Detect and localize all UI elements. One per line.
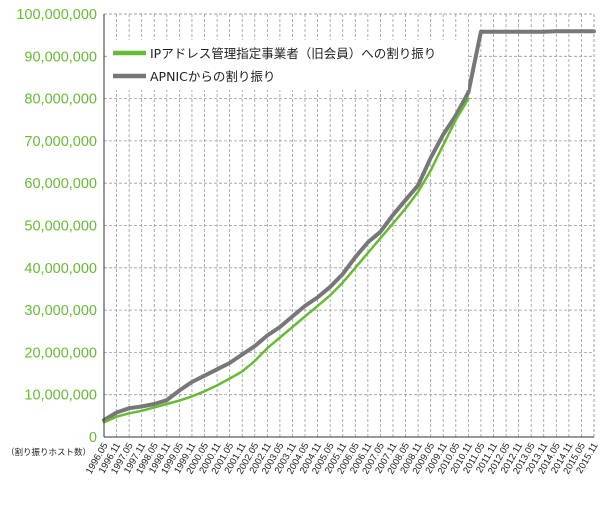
y-tick-label: 60,000,000 (24, 176, 97, 192)
y-tick-label: 0 (89, 430, 97, 446)
y-tick-label: 70,000,000 (24, 134, 97, 150)
x-tick-labels: 1996.051996.111997.051997.111998.051998.… (84, 441, 600, 476)
legend: IPアドレス管理指定事業者（旧会員）への割り振り APNICからの割り振り (108, 40, 468, 90)
y-tick-label: 20,000,000 (24, 345, 97, 361)
series-lines (102, 29, 596, 424)
legend-background (108, 40, 468, 90)
y-tick-label: 10,000,000 (24, 388, 97, 404)
y-tick-label: 40,000,000 (24, 261, 97, 277)
y-tick-label: 90,000,000 (24, 49, 97, 65)
y-axis-unit-label: （割り振りホスト数） (6, 447, 91, 458)
y-tick-label: 80,000,000 (24, 92, 97, 108)
y-tick-labels: 0 10,000,000 20,000,000 30,000,000 40,000,00… (16, 7, 97, 446)
legend-label-apnic-allocation: APNICからの割り振り (150, 69, 275, 84)
legend-label-allocation-members: IPアドレス管理指定事業者（旧会員）への割り振り (150, 46, 436, 61)
series-line-apnic-allocation (102, 29, 596, 423)
y-tick-label: 30,000,000 (24, 303, 97, 319)
y-tick-label: 50,000,000 (24, 219, 97, 235)
y-tick-label: 100,000,000 (16, 7, 97, 23)
series-line-allocation-members (102, 97, 470, 424)
axes (103, 13, 595, 438)
